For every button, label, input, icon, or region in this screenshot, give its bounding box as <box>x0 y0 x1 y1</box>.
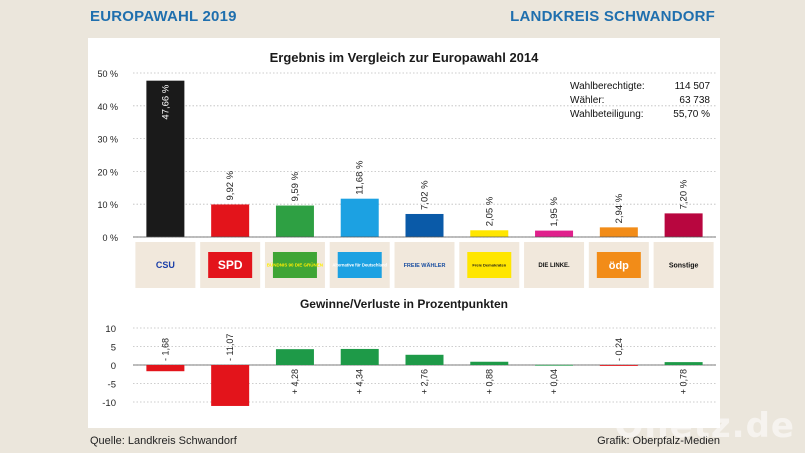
party-logo-text: Freie Demokraten <box>472 262 506 267</box>
change-bar-7 <box>599 365 638 366</box>
party-logo-text: CSU <box>156 260 175 270</box>
logo-tile <box>653 242 714 288</box>
header-region: LANDKREIS SCHWANDORF <box>510 8 715 25</box>
logo-tile <box>135 242 196 288</box>
change-bar-8 <box>664 362 703 365</box>
watermark-logo: Onetz.de <box>614 406 795 446</box>
y-tick-label: 5 <box>111 343 116 354</box>
party-logo-text: ödp <box>609 260 629 272</box>
y-tick-label: -10 <box>102 398 116 409</box>
bar-5 <box>470 230 509 237</box>
party-logo-7 <box>596 252 641 278</box>
party-logo-3 <box>337 252 382 278</box>
y-tick-label: 20 % <box>97 167 118 177</box>
bar-value-label: 1,95 % <box>549 196 560 226</box>
change-value-label: + 0,78 <box>679 369 689 394</box>
change-value-label: + 0,88 <box>484 369 494 394</box>
bar-6 <box>535 230 574 237</box>
party-logo-text: Sonstige <box>669 262 699 269</box>
bar-1 <box>211 204 250 237</box>
bar-2 <box>275 205 314 237</box>
header-title: EUROPAWAHL 2019 <box>90 8 237 25</box>
stat-value: 114 507 <box>675 81 711 92</box>
stat-value: 63 738 <box>679 95 710 106</box>
chart-panel: Ergebnis im Vergleich zur Europawahl 201… <box>88 38 720 428</box>
party-logo-1 <box>208 252 253 278</box>
party-logo-text: BÜNDNIS 90 DIE GRÜNEN <box>267 262 323 268</box>
party-logo-text: Alternative für Deutschland <box>332 262 387 267</box>
stat-label: Wähler: <box>570 95 604 106</box>
change-value-label: - 0,24 <box>614 338 624 361</box>
y-tick-label: -5 <box>108 380 116 391</box>
logo-tile <box>524 242 585 288</box>
change-bar-4 <box>405 354 444 365</box>
change-bar-5 <box>470 361 509 365</box>
party-logo-text: FREIE WÄHLER <box>404 262 446 269</box>
change-bar-2 <box>275 349 314 365</box>
stat-value: 55,70 % <box>673 109 710 120</box>
y-tick-label: 50 % <box>97 69 118 79</box>
source-note: Quelle: Landkreis Schwandorf <box>90 435 237 447</box>
bar-4 <box>405 213 444 237</box>
bar-value-label: 7,20 % <box>679 179 690 209</box>
y-tick-label: 0 % <box>102 233 118 243</box>
y-tick-label: 10 <box>105 324 116 335</box>
party-logo-text: SPD <box>218 258 243 272</box>
bar-value-label: 9,59 % <box>290 171 301 201</box>
y-tick-label: 10 % <box>97 200 118 210</box>
party-logo-5 <box>467 252 512 278</box>
change-value-label: + 4,28 <box>290 369 300 394</box>
change-value-label: - 11,07 <box>225 334 235 361</box>
bar-3 <box>340 198 379 237</box>
y-tick-label: 40 % <box>97 102 118 112</box>
bar-value-label: 2,05 % <box>484 196 495 226</box>
bar-7 <box>599 227 638 237</box>
change-bar-3 <box>340 348 379 365</box>
change-chart-title: Gewinne/Verluste in Prozentpunkten <box>300 297 508 311</box>
chart-svg: Ergebnis im Vergleich zur Europawahl 201… <box>97 50 716 409</box>
stat-label: Wahlbeteiligung: <box>570 109 644 120</box>
bar-value-label: 7,02 % <box>420 180 431 210</box>
stat-label: Wahlberechtigte: <box>570 81 645 92</box>
y-tick-label: 30 % <box>97 135 118 145</box>
change-value-label: + 4,34 <box>355 369 365 394</box>
change-bar-6 <box>535 364 574 366</box>
party-logo-text: DIE LINKE. <box>538 263 570 269</box>
bar-value-label: 9,92 % <box>225 170 236 200</box>
bar-0 <box>146 80 185 237</box>
change-bar-1 <box>211 365 250 406</box>
change-value-label: + 2,76 <box>420 369 430 394</box>
bar-8 <box>664 213 703 237</box>
change-bar-0 <box>146 365 185 372</box>
graphic-credit: Grafik: Oberpfalz-Medien <box>597 435 720 447</box>
change-value-label: - 1,68 <box>160 338 170 361</box>
bar-value-label: 2,94 % <box>614 193 625 223</box>
bar-value-label: 47,66 % <box>160 84 171 119</box>
chart-title: Ergebnis im Vergleich zur Europawahl 201… <box>270 50 540 65</box>
change-value-label: + 0,04 <box>549 369 559 394</box>
party-logo-2 <box>272 252 317 278</box>
y-tick-label: 0 <box>111 361 116 372</box>
logo-tile <box>394 242 455 288</box>
bar-value-label: 11,68 % <box>355 160 366 195</box>
